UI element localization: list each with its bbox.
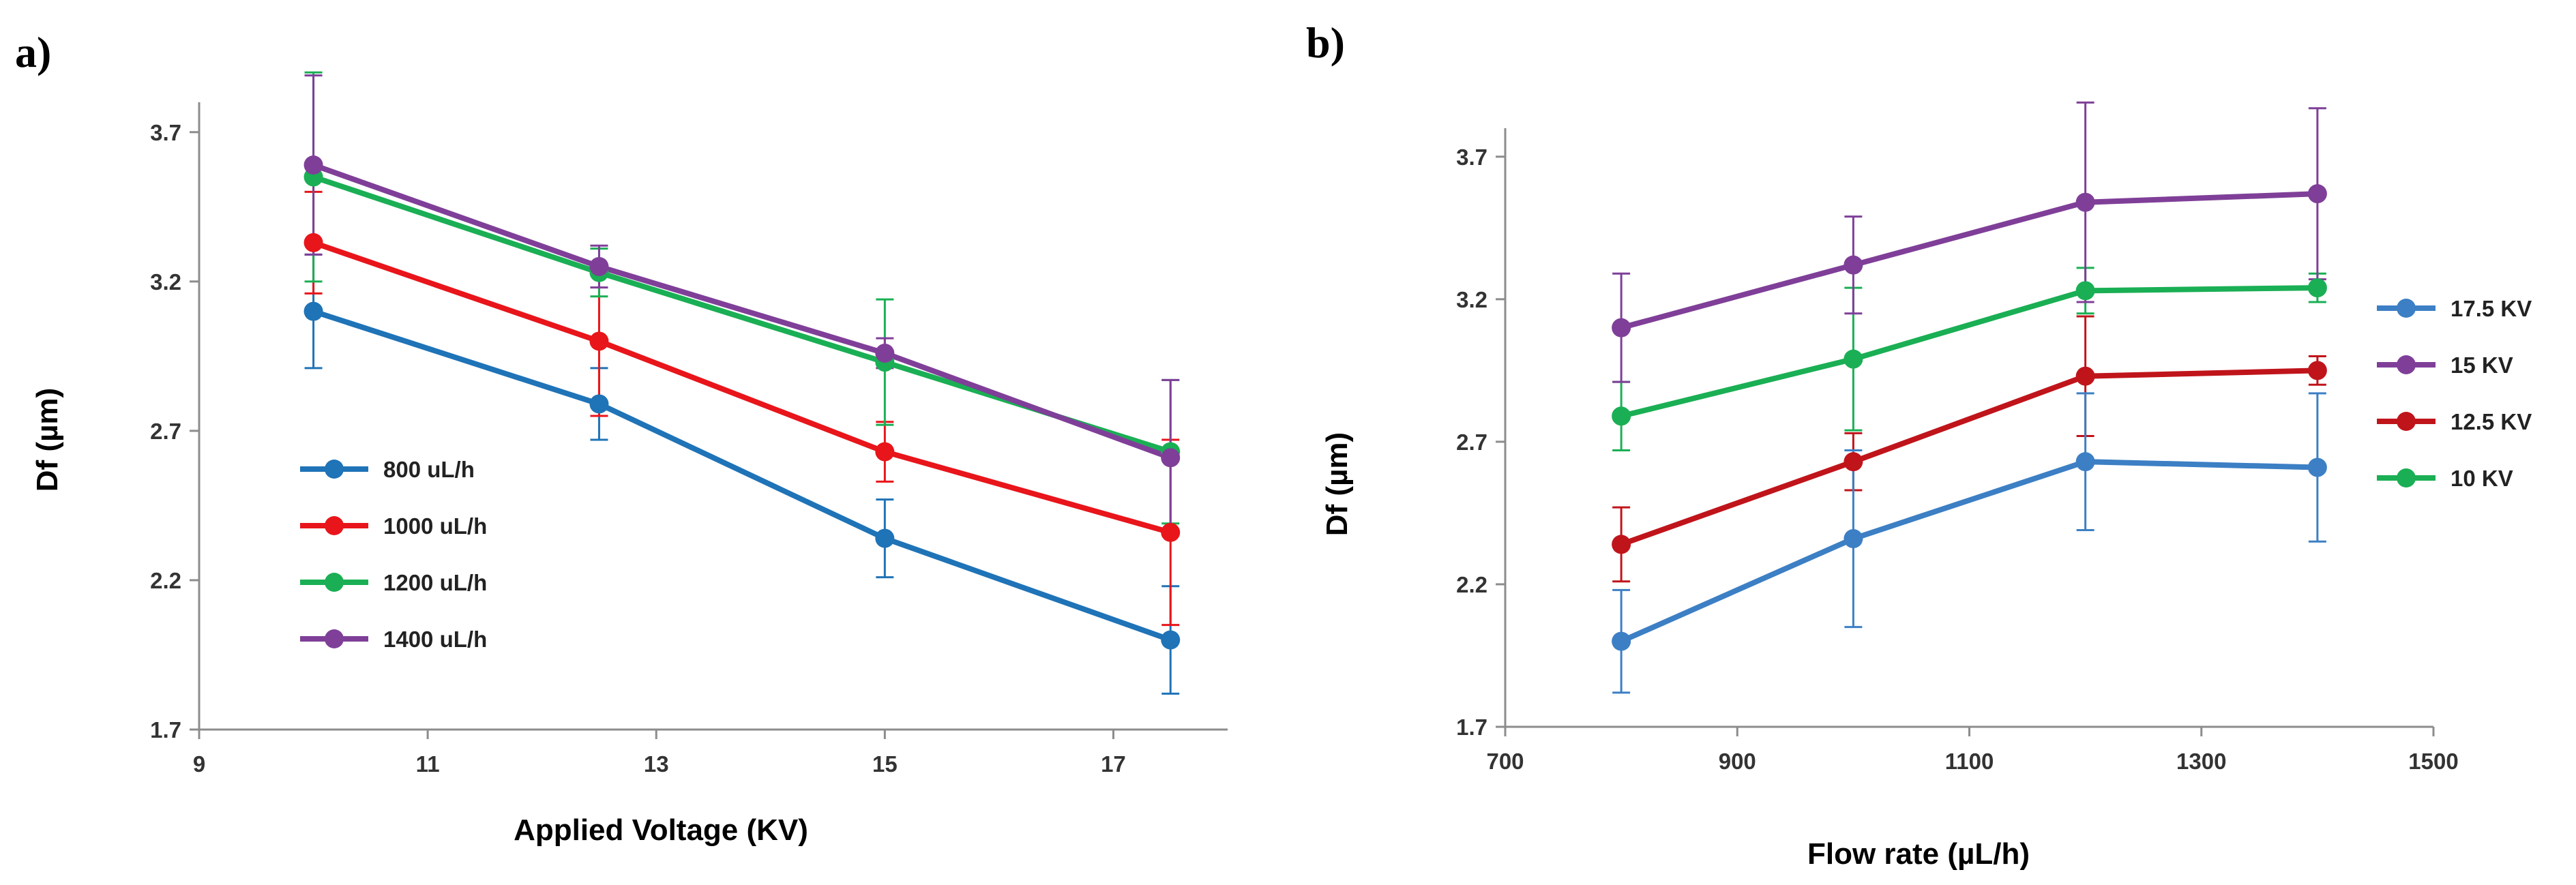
panel-b-x-tick-label: 900 — [1719, 749, 1756, 774]
panel-b-legend: 17.5 KV 15 KV 12.5 KV 10 KV — [2377, 296, 2532, 491]
data-point-15-kv — [2307, 184, 2327, 204]
legend-marker-10-kv — [2397, 468, 2416, 487]
panel-b-data-points — [1612, 184, 2327, 651]
legend-label-1400-ul-h: 1400 uL/h — [383, 627, 487, 652]
panel-b-error-bars — [1612, 101, 2326, 694]
legend-label-15-kv: 15 KV — [2451, 352, 2513, 378]
panel-b-y-tick-label: 3.7 — [1456, 145, 1487, 170]
data-point-12-5-kv — [2075, 366, 2095, 386]
data-point-17-5-kv — [1612, 631, 1631, 651]
data-point-1400-ul-h — [589, 256, 609, 276]
panel-a-y-axis-title: Df (µm) — [31, 388, 64, 492]
data-point-1000-ul-h — [589, 331, 609, 351]
panel-a-x-tick-label: 11 — [416, 751, 440, 777]
panel-a-y-tick-label: 2.7 — [150, 419, 181, 444]
panel-a-y-tick-label: 2.2 — [150, 568, 181, 593]
panel-b-x-tick-label: 1100 — [1945, 749, 1994, 774]
data-point-17-5-kv — [2307, 457, 2327, 477]
legend-marker-1400-ul-h — [325, 629, 344, 648]
panel-b-x-tick-label: 1300 — [2176, 749, 2226, 774]
panel-b-flowrate-chart: b) 1.7 2.2 2.7 3.2 3.7 700 900 1100 1300 1500 17.… — [1306, 18, 2532, 871]
legend-marker-800-ul-h — [325, 460, 344, 479]
panel-a-data-points — [304, 155, 1181, 650]
series-line-15-kv — [1620, 191, 2318, 331]
data-point-10-kv — [1612, 406, 1631, 426]
panel-a-y-tick-label: 3.7 — [150, 120, 181, 145]
panel-b-y-tick-label: 2.2 — [1456, 572, 1487, 597]
panel-b-x-tick-label: 1500 — [2408, 749, 2458, 774]
panel-label-a: a) — [15, 28, 51, 76]
panel-b-y-tick-label: 2.7 — [1456, 430, 1487, 455]
panel-b-y-tick-label: 3.2 — [1456, 287, 1487, 312]
legend-label-1200-ul-h: 1200 uL/h — [383, 570, 487, 595]
data-point-1000-ul-h — [304, 232, 323, 252]
data-point-1400-ul-h — [1161, 448, 1181, 468]
data-point-1000-ul-h — [875, 442, 895, 462]
series-line-17-5-kv — [1620, 459, 2318, 644]
panel-a-series-lines — [312, 162, 1172, 643]
panel-a-x-tick-label: 13 — [644, 751, 669, 777]
legend-marker-15-kv — [2397, 355, 2416, 374]
legend-label-1000-ul-h: 1000 uL/h — [383, 513, 487, 539]
series-line-12-5-kv — [1620, 368, 2318, 548]
panel-a-voltage-chart: a) 1.7 2.2 2.7 3.2 3.7 9 11 13 15 17 800 uL/h 1000… — [15, 28, 1228, 847]
panel-a-x-tick-label: 17 — [1101, 751, 1126, 777]
panel-a-legend: 800 uL/h 1000 uL/h 1200 uL/h 1400 uL/h — [300, 457, 487, 652]
data-point-17-5-kv — [1844, 529, 1863, 549]
series-line-800-ul-h — [312, 308, 1172, 643]
data-point-10-kv — [2075, 281, 2095, 301]
data-point-800-ul-h — [589, 394, 609, 414]
panel-a-y-tick-label: 3.2 — [150, 269, 181, 295]
data-point-1400-ul-h — [875, 344, 895, 363]
panel-a-axes: 1.7 2.2 2.7 3.2 3.7 9 11 13 15 17 — [150, 102, 1228, 777]
data-point-800-ul-h — [304, 301, 323, 321]
legend-marker-1200-ul-h — [325, 573, 344, 592]
panel-b-y-axis-title: Df (µm) — [1320, 432, 1354, 536]
legend-label-10-kv: 10 KV — [2451, 466, 2513, 491]
legend-label-800-ul-h: 800 uL/h — [383, 457, 475, 482]
legend-marker-12-5-kv — [2397, 412, 2416, 431]
legend-marker-17-5-kv — [2397, 299, 2416, 318]
panel-a-x-axis-title: Applied Voltage (KV) — [514, 813, 808, 847]
panel-a-error-bars — [304, 71, 1180, 695]
data-point-15-kv — [1612, 318, 1631, 338]
data-point-10-kv — [2307, 278, 2327, 298]
data-point-800-ul-h — [1161, 630, 1181, 650]
panel-a-x-tick-label: 9 — [193, 751, 205, 777]
data-point-12-5-kv — [2307, 361, 2327, 380]
series-line-1000-ul-h — [312, 240, 1172, 535]
legend-marker-1000-ul-h — [325, 516, 344, 535]
data-point-1000-ul-h — [1161, 522, 1181, 542]
panel-a-x-tick-label: 15 — [872, 751, 898, 777]
data-point-17-5-kv — [2075, 452, 2095, 472]
series-line-10-kv — [1620, 285, 2318, 419]
legend-label-17-5-kv: 17.5 KV — [2451, 296, 2532, 321]
panel-b-y-tick-label: 1.7 — [1456, 715, 1487, 740]
data-point-15-kv — [1844, 255, 1863, 275]
data-point-12-5-kv — [1612, 535, 1631, 554]
data-point-800-ul-h — [875, 528, 895, 548]
legend-label-12-5-kv: 12.5 KV — [2451, 409, 2532, 434]
panel-label-b: b) — [1306, 18, 1345, 67]
series-line-1400-ul-h — [312, 162, 1172, 461]
data-point-1400-ul-h — [304, 155, 323, 175]
panel-b-x-axis-title: Flow rate (µL/h) — [1807, 837, 2030, 871]
panel-b-series-lines — [1620, 191, 2318, 644]
panel-b-axes: 1.7 2.2 2.7 3.2 3.7 700 900 1100 1300 1500 — [1456, 128, 2459, 774]
data-point-12-5-kv — [1844, 452, 1863, 472]
panel-b-x-tick-label: 700 — [1486, 749, 1524, 774]
data-point-10-kv — [1844, 349, 1863, 369]
panel-a-y-tick-label: 1.7 — [150, 717, 181, 742]
data-point-15-kv — [2075, 192, 2095, 212]
